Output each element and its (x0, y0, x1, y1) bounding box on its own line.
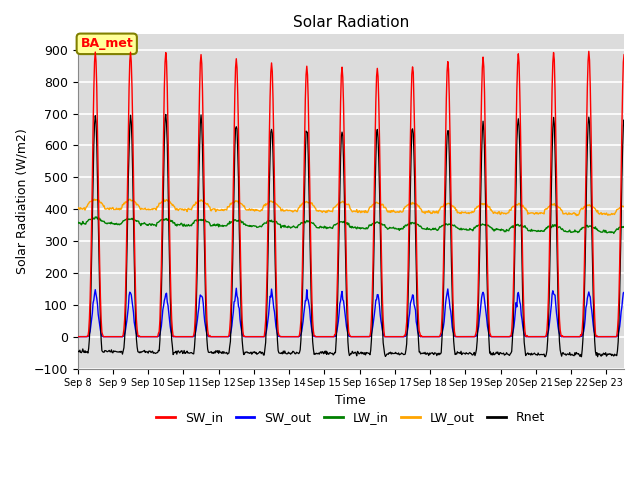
X-axis label: Time: Time (335, 394, 366, 407)
Title: Solar Radiation: Solar Radiation (292, 15, 409, 30)
Y-axis label: Solar Radiation (W/m2): Solar Radiation (W/m2) (15, 128, 28, 274)
Text: BA_met: BA_met (81, 37, 133, 50)
Legend: SW_in, SW_out, LW_in, LW_out, Rnet: SW_in, SW_out, LW_in, LW_out, Rnet (152, 406, 550, 429)
